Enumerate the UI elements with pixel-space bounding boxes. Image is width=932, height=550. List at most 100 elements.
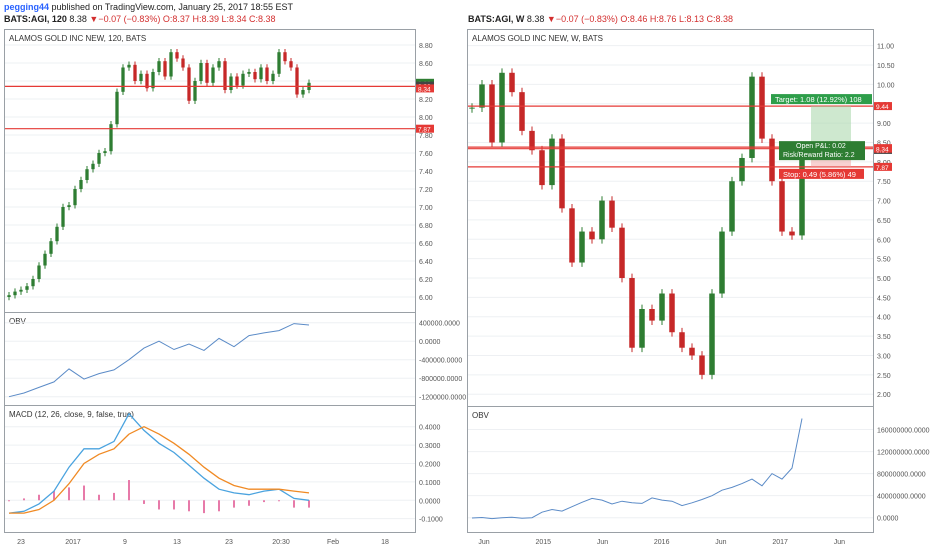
candle-body	[669, 293, 675, 333]
right-chart-frame	[467, 29, 874, 533]
x-tick-label: 20:30	[272, 539, 290, 546]
candle-body	[235, 76, 239, 86]
candle-body	[211, 67, 215, 83]
y-tick-label: 0.0000	[419, 339, 441, 346]
candle-body	[229, 76, 233, 90]
candle-body	[31, 279, 35, 287]
x-tick-label: Jun	[597, 539, 608, 546]
candle-body	[559, 138, 565, 209]
left-chart-frame	[4, 29, 416, 533]
y-tick-label: 7.60	[419, 151, 433, 158]
left-high: H:8.39	[192, 14, 219, 24]
candle-body	[133, 64, 137, 81]
y-tick-label: 6.00	[877, 237, 891, 244]
y-tick-label: 11.00	[877, 44, 894, 51]
right-change: −0.07 (−0.83%)	[555, 14, 618, 24]
candle-body	[91, 163, 95, 170]
pnl-box-bg	[779, 141, 865, 161]
macd-line	[8, 412, 310, 514]
candle-body	[469, 107, 475, 109]
candle-body	[25, 286, 29, 290]
y-tick-label: 7.40	[419, 169, 433, 176]
histogram-bar	[188, 500, 190, 512]
y-tick-label: 400000.0000	[419, 321, 460, 328]
y-tick-label: 6.40	[419, 259, 433, 266]
y-tick-label: 0.3000	[419, 443, 441, 450]
histogram-bar	[278, 500, 280, 502]
down-arrow-icon: ▼	[89, 14, 99, 24]
histogram-bar	[113, 492, 115, 501]
candle-body	[529, 130, 535, 151]
histogram-bar	[98, 494, 100, 501]
candle-body	[769, 138, 775, 182]
y-tick-label: -400000.0000	[419, 358, 462, 365]
target-label: Target: 1.08 (12.92%) 108	[775, 95, 862, 104]
candle-body	[283, 52, 287, 62]
y-tick-label: 0.1000	[419, 480, 441, 487]
price-tag-bg	[874, 102, 892, 111]
x-tick-label: 2017	[65, 539, 81, 546]
y-tick-label: 6.60	[419, 241, 433, 248]
histogram-bar	[263, 500, 265, 503]
candle-body	[599, 200, 605, 240]
y-tick-label: 6.80	[419, 223, 433, 230]
y-tick-label: 8.00	[419, 115, 433, 122]
y-tick-label: 8.50	[877, 140, 891, 147]
candle-body	[217, 61, 221, 68]
histogram-bar	[68, 487, 70, 501]
x-tick-label: 2017	[772, 539, 788, 546]
candle-body	[579, 231, 585, 263]
candle-body	[103, 151, 107, 153]
x-tick-label: 2016	[654, 539, 670, 546]
y-tick-label: 8.60	[419, 61, 433, 68]
histogram-bar	[248, 500, 250, 506]
y-tick-label: 6.00	[419, 295, 433, 302]
x-tick-label: Jun	[834, 539, 845, 546]
candle-body	[139, 73, 143, 81]
candle-body	[259, 67, 263, 80]
y-tick-label: 40000000.0000	[877, 494, 926, 501]
candle-body	[13, 291, 17, 296]
histogram-bar	[173, 500, 175, 510]
x-tick-label: 13	[173, 539, 181, 546]
y-tick-label: 9.00	[877, 121, 891, 128]
price-tag: 7.87	[418, 127, 431, 134]
right-symbol: BATS:AGI, W	[468, 14, 525, 24]
stop-label: Stop: 0.49 (5.86%) 49	[783, 170, 856, 179]
y-tick-label: 0.0000	[877, 516, 899, 523]
candle-body	[121, 67, 125, 92]
y-tick-label: 4.00	[877, 315, 891, 322]
candle-body	[43, 253, 47, 266]
candle-body	[151, 72, 155, 89]
candle-body	[549, 138, 555, 186]
candle-body	[629, 278, 635, 348]
histogram-bar	[158, 500, 160, 510]
candle-body	[265, 67, 269, 81]
candle-body	[569, 208, 575, 263]
histogram-bar	[53, 491, 55, 501]
left-symbol: BATS:AGI, 120	[4, 14, 67, 24]
price-tag: 8.34	[418, 86, 431, 93]
candle-body	[799, 146, 805, 236]
candle-body	[193, 81, 197, 101]
candle-body	[169, 52, 173, 77]
candle-body	[253, 72, 257, 80]
candle-body	[7, 295, 11, 297]
candle-body	[37, 265, 41, 279]
candle-body	[223, 61, 227, 90]
candle-body	[499, 72, 505, 143]
y-tick-label: 2.00	[877, 392, 891, 399]
y-tick-label: 7.00	[419, 205, 433, 212]
x-tick-label: 9	[123, 539, 127, 546]
x-tick-label: 18	[381, 539, 389, 546]
candle-body	[277, 52, 281, 74]
y-tick-label: 10.00	[877, 82, 895, 89]
right-high: H:8.76	[649, 14, 677, 24]
y-tick-label: -0.1000	[419, 517, 443, 524]
right-quote: BATS:AGI, W 8.38 ▼−0.07 (−0.83%) O:8.46 …	[468, 14, 733, 24]
candle-body	[301, 90, 305, 95]
price-tag-bg	[416, 84, 434, 93]
candle-body	[175, 52, 179, 59]
author-link[interactable]: pegging44	[4, 2, 50, 12]
